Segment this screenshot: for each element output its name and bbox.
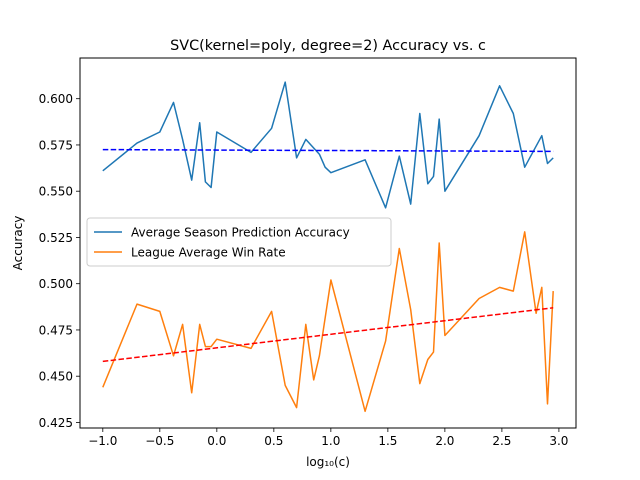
trend-line-prediction-accuracy xyxy=(102,148,554,153)
y-tick-label: 0.425 xyxy=(39,416,73,430)
y-tick-label: 0.600 xyxy=(39,92,73,106)
y-tick-label: 0.475 xyxy=(39,323,73,337)
series-line-win-rate xyxy=(102,231,554,413)
x-tick-label: −0.5 xyxy=(145,434,174,448)
y-tick-label: 0.575 xyxy=(39,138,73,152)
x-tick-label: 2.0 xyxy=(435,434,454,448)
legend-label-win-rate: League Average Win Rate xyxy=(131,246,286,260)
y-tick-label: 0.525 xyxy=(39,231,73,245)
x-axis-label: log₁₀(c) xyxy=(306,455,350,469)
x-tick-label: 3.0 xyxy=(549,434,568,448)
x-axis-ticks: −1.0 −0.5 0.0 0.5 1.0 1.5 2.0 2.5 3.0 xyxy=(88,428,568,448)
x-tick-label: 1.5 xyxy=(378,434,397,448)
x-tick-label: 2.5 xyxy=(492,434,511,448)
y-tick-label: 0.450 xyxy=(39,370,73,384)
chart-title: SVC(kernel=poly, degree=2) Accuracy vs. … xyxy=(170,38,486,54)
y-axis-label: Accuracy xyxy=(11,216,25,271)
legend-frame xyxy=(86,217,392,267)
y-tick-label: 0.550 xyxy=(39,185,73,199)
x-tick-label: −1.0 xyxy=(88,434,117,448)
y-axis-ticks: 0.425 0.450 0.475 0.500 0.525 0.550 0.575 0.600 xyxy=(39,92,80,430)
x-tick-label: 0.0 xyxy=(207,434,226,448)
x-tick-label: 1.0 xyxy=(321,434,340,448)
x-tick-label: 0.5 xyxy=(264,434,283,448)
legend: Average Season Prediction Accuracy Leagu… xyxy=(86,217,392,267)
series-line-prediction-accuracy xyxy=(102,81,554,209)
trend-line-win-rate xyxy=(102,307,554,363)
y-tick-label: 0.500 xyxy=(39,277,73,291)
series-lines xyxy=(102,81,554,413)
legend-label-prediction-accuracy: Average Season Prediction Accuracy xyxy=(131,226,350,240)
